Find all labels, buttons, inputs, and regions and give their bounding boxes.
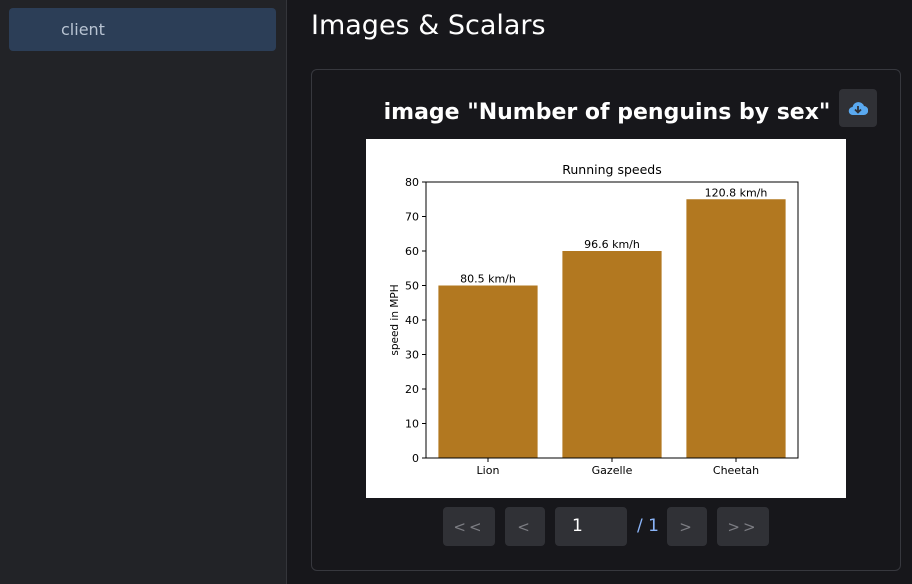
image-title: image "Number of penguins by sex" [383, 100, 831, 125]
data-label: 80.5 km/h [460, 273, 516, 286]
x-tick-label: Lion [477, 464, 500, 477]
bar-cheetah [686, 199, 786, 458]
chart-title: Running speeds [562, 162, 661, 177]
y-tick-label: 0 [412, 452, 419, 465]
plot-frame [425, 181, 799, 459]
y-tick-label: 50 [405, 280, 419, 293]
data-label: 120.8 km/h [705, 186, 768, 199]
bar-chart: Running speeds 80.5 km/h Lion 96.6 km/h Gaze… [389, 162, 799, 477]
sidebar-item-client[interactable]: client [9, 8, 276, 51]
y-tick-label: 20 [405, 383, 419, 396]
download-button[interactable] [839, 89, 877, 127]
y-tick-label: 40 [405, 314, 419, 327]
y-axis-label: speed in MPH [389, 284, 401, 355]
chart-image: Running speeds 80.5 km/h Lion 96.6 km/h Gaze… [366, 139, 846, 498]
last-page-button[interactable]: >> [717, 507, 769, 546]
y-tick-label: 60 [405, 245, 419, 258]
data-label: 96.6 km/h [584, 238, 640, 251]
cloud-download-icon [848, 102, 868, 116]
sidebar: client [0, 0, 287, 584]
x-tick-label: Gazelle [592, 464, 633, 477]
page-title: Images & Scalars [311, 10, 546, 41]
y-tick-label: 80 [405, 176, 419, 189]
next-page-button[interactable]: > [667, 507, 707, 546]
y-tick-label: 70 [405, 211, 419, 224]
first-page-button[interactable]: << [443, 507, 495, 546]
bar-lion [438, 285, 538, 458]
prev-page-button[interactable]: < [505, 507, 545, 546]
page-total: / 1 [637, 516, 659, 536]
y-tick-label: 10 [405, 418, 419, 431]
page-input[interactable]: 1 [555, 507, 627, 546]
bar-gazelle [562, 251, 662, 458]
x-tick-label: Cheetah [713, 464, 759, 477]
y-tick-label: 30 [405, 349, 419, 362]
